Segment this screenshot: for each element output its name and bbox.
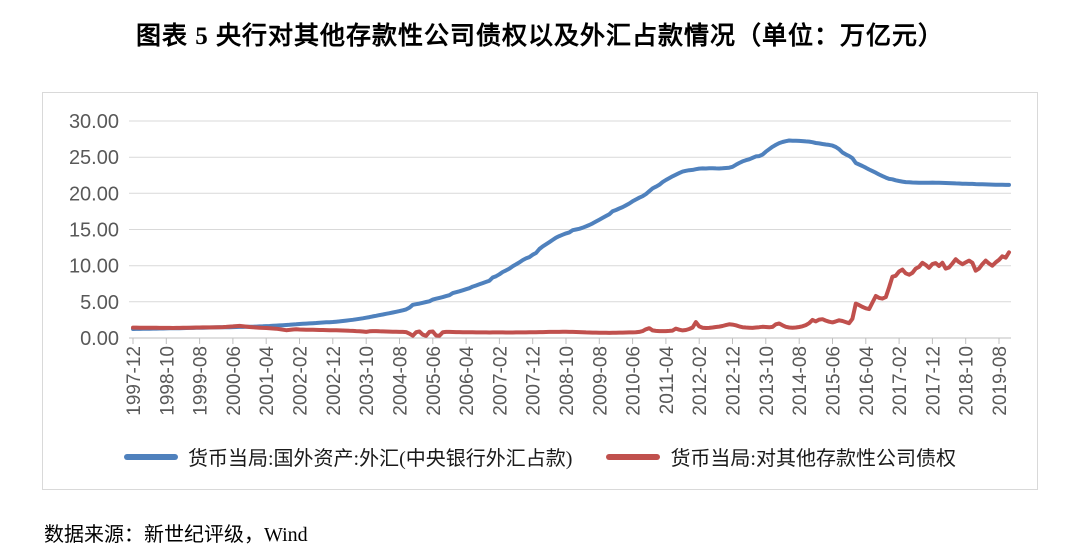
y-axis-label: 25.00 <box>69 147 119 169</box>
x-axis-label: 2014-08 <box>790 346 811 416</box>
x-axis-label: 2011-04 <box>657 346 678 415</box>
legend-label-fx-reserves: 货币当局:国外资产:外汇(中央银行外汇占款) <box>188 448 573 470</box>
x-axis-label: 2004-08 <box>391 346 412 416</box>
data-source-note: 数据来源：新世纪评级，Wind <box>44 524 308 546</box>
y-axis-label: 5.00 <box>80 292 119 314</box>
x-axis-label: 2015-06 <box>824 346 845 416</box>
y-axis-label: 10.00 <box>69 256 119 278</box>
x-axis-label: 2017-12 <box>923 346 944 416</box>
x-axis-label: 2002-12 <box>324 346 345 416</box>
y-axis-label: 30.00 <box>69 111 119 133</box>
x-axis-label: 2010-06 <box>624 346 645 416</box>
series-line-claims-on-banks <box>131 250 1011 338</box>
y-axis-label: 15.00 <box>69 220 119 242</box>
legend-line-blue-icon <box>124 453 178 460</box>
chart-legend: 货币当局:国外资产:外汇(中央银行外汇占款) 货币当局:对其他存款性公司债权 <box>43 442 1037 471</box>
series-line-fx-reserves <box>131 138 1011 331</box>
x-axis-label: 2016-04 <box>857 346 878 416</box>
x-axis-label: 2019-08 <box>990 346 1011 416</box>
x-axis-label: 1999-08 <box>191 346 212 416</box>
y-axis-label: 0.00 <box>80 328 119 350</box>
x-axis-label: 2002-02 <box>291 346 312 416</box>
x-axis-label: 2007-02 <box>490 346 511 416</box>
x-axis-label: 2003-10 <box>357 346 378 416</box>
x-axis-label: 2012-02 <box>690 346 711 416</box>
x-axis-label: 2009-08 <box>590 346 611 416</box>
legend-item-fx-reserves: 货币当局:国外资产:外汇(中央银行外汇占款) <box>124 442 572 471</box>
chart-plot: 0.00 5.00 10.00 15.00 20.00 25.00 30.00 1997-12… <box>69 111 1011 416</box>
chart-frame: 0.00 5.00 10.00 15.00 20.00 25.00 30.00 1997-12… <box>42 92 1038 490</box>
x-axis-label: 2000-06 <box>224 346 245 416</box>
x-axis-label: 2007-12 <box>524 346 545 416</box>
x-axis-label: 2008-10 <box>557 346 578 416</box>
x-axis-label: 1998-10 <box>157 346 178 416</box>
chart-title: 图表 5 央行对其他存款性公司债权以及外汇占款情况（单位：万亿元） <box>135 23 944 50</box>
x-axis-label: 1997-12 <box>124 346 145 416</box>
x-axis-label: 2012-12 <box>724 346 745 416</box>
legend-item-claims: 货币当局:对其他存款性公司债权 <box>606 442 956 471</box>
legend-line-red-icon <box>606 453 661 460</box>
x-axis-label: 2001-04 <box>257 346 278 416</box>
x-axis-label: 2005-06 <box>424 346 445 416</box>
x-axis-label: 2018-10 <box>957 346 978 416</box>
x-axis-label: 2013-10 <box>757 346 778 416</box>
legend-label-claims: 货币当局:对其他存款性公司债权 <box>670 448 956 470</box>
y-axis-label: 20.00 <box>69 183 119 205</box>
x-axis-label: 2017-02 <box>890 346 911 416</box>
x-axis-label: 2006-04 <box>457 346 478 416</box>
